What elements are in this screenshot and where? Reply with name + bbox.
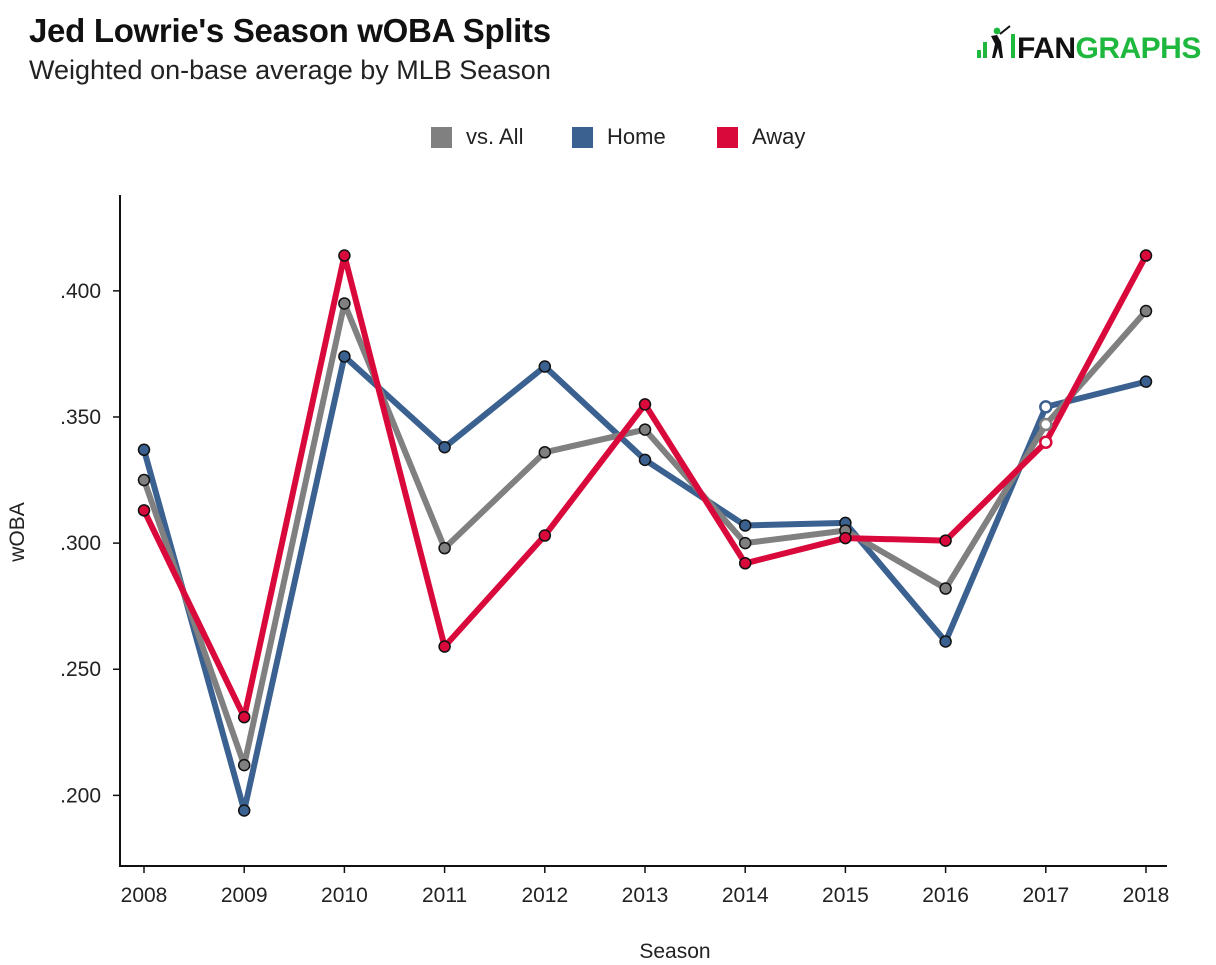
chart-legend: vs. All Home Away xyxy=(0,122,1216,152)
data-point-away xyxy=(1139,249,1153,262)
page-title: Jed Lowrie's Season wOBA Splits xyxy=(29,12,551,49)
legend-swatch xyxy=(572,126,593,148)
svg-text:FANGRAPHS: FANGRAPHS xyxy=(1017,32,1201,65)
data-point-home xyxy=(1139,375,1153,388)
data-point-all xyxy=(538,446,552,459)
legend-label: vs. All xyxy=(466,124,524,149)
data-point-home xyxy=(1039,400,1053,414)
data-point-home xyxy=(638,453,652,467)
legend-item-away[interactable]: Away xyxy=(717,122,805,152)
legend-item-all[interactable]: vs. All xyxy=(431,122,523,152)
data-point-home xyxy=(939,635,952,648)
x-tick-label: 2015 xyxy=(822,884,869,907)
data-point-home xyxy=(438,441,451,454)
data-point-all xyxy=(638,423,652,436)
data-point-all xyxy=(1039,417,1053,432)
y-tick-label: .200 xyxy=(60,784,101,807)
legend-item-home[interactable]: Home xyxy=(572,122,666,152)
x-tick-label: 2008 xyxy=(121,884,168,907)
data-point-all xyxy=(137,473,151,487)
series-line-away xyxy=(141,252,1149,721)
data-point-home xyxy=(237,804,251,817)
y-tick-label: .250 xyxy=(60,658,101,681)
x-tick-label: 2016 xyxy=(922,884,969,907)
x-tick-label: 2014 xyxy=(722,884,769,907)
data-point-all xyxy=(738,536,752,550)
data-point-all xyxy=(237,758,251,772)
data-point-all xyxy=(1139,304,1153,318)
data-point-all xyxy=(338,297,351,310)
legend-swatch xyxy=(717,126,738,148)
x-tick-label: 2017 xyxy=(1022,884,1069,907)
data-point-away xyxy=(338,249,351,262)
y-tick-label: .400 xyxy=(60,280,101,303)
y-axis-title: wOBA xyxy=(6,502,29,563)
data-point-away xyxy=(738,557,752,570)
data-point-all xyxy=(939,582,952,595)
series-line-all xyxy=(141,300,1149,769)
data-point-away xyxy=(137,504,151,517)
data-point-away xyxy=(939,534,952,547)
data-point-away xyxy=(839,531,852,545)
legend-label: Home xyxy=(607,124,666,149)
x-tick-label: 2012 xyxy=(521,884,568,907)
data-point-home xyxy=(338,350,351,363)
data-point-away xyxy=(438,640,451,653)
y-tick-label: .300 xyxy=(60,532,101,555)
legend-label: Away xyxy=(752,124,806,149)
data-point-away xyxy=(1039,435,1053,449)
data-point-all xyxy=(438,541,451,555)
legend-swatch xyxy=(431,126,452,148)
fangraphs-logo: FANGRAPHS xyxy=(977,22,1209,66)
data-point-home xyxy=(137,443,151,457)
data-point-home xyxy=(538,360,552,373)
x-axis-title: Season xyxy=(639,940,710,963)
x-tick-label: 2018 xyxy=(1123,884,1170,907)
x-tick-label: 2011 xyxy=(422,884,467,907)
fangraphs-logo-icon: FANGRAPHS xyxy=(977,25,1201,65)
data-point-away xyxy=(538,529,552,542)
data-point-away xyxy=(237,710,251,724)
y-tick-label: .350 xyxy=(60,406,101,429)
data-point-home xyxy=(738,519,752,532)
page-subtitle: Weighted on-base average by MLB Season xyxy=(29,55,551,85)
x-tick-label: 2009 xyxy=(221,884,268,907)
x-tick-label: 2010 xyxy=(321,884,368,907)
data-point-away xyxy=(638,398,652,411)
x-tick-label: 2013 xyxy=(622,884,669,907)
